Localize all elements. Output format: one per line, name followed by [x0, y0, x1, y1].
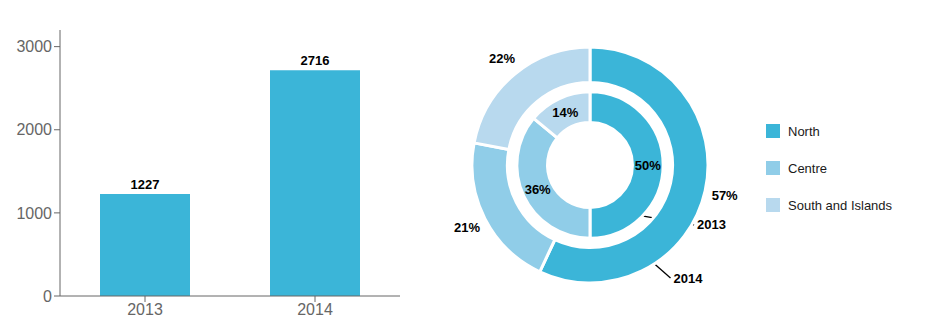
svg-text:1000: 1000: [16, 205, 52, 222]
html-text:North: North: [788, 123, 820, 139]
svg-text:3000: 3000: [16, 38, 52, 55]
svg-text:57%: 57%: [712, 188, 738, 203]
svg-text:36%: 36%: [525, 182, 551, 197]
svg-text:50%: 50%: [635, 158, 661, 173]
svg-text:2013: 2013: [697, 217, 726, 232]
svg-text:22%: 22%: [489, 51, 515, 66]
svg-text:1227: 1227: [131, 177, 160, 192]
svg-text:2013: 2013: [127, 301, 163, 318]
svg-text:2000: 2000: [16, 121, 52, 138]
svg-text:2716: 2716: [301, 53, 330, 68]
svg-text:2014: 2014: [674, 271, 704, 286]
svg-text:21%: 21%: [454, 220, 480, 235]
html-text:South and Islands: South and Islands: [788, 197, 893, 213]
svg-text:0: 0: [43, 288, 52, 305]
html-text:Centre: Centre: [788, 160, 827, 176]
svg-text:14%: 14%: [552, 105, 578, 120]
svg-text:2014: 2014: [297, 301, 333, 318]
